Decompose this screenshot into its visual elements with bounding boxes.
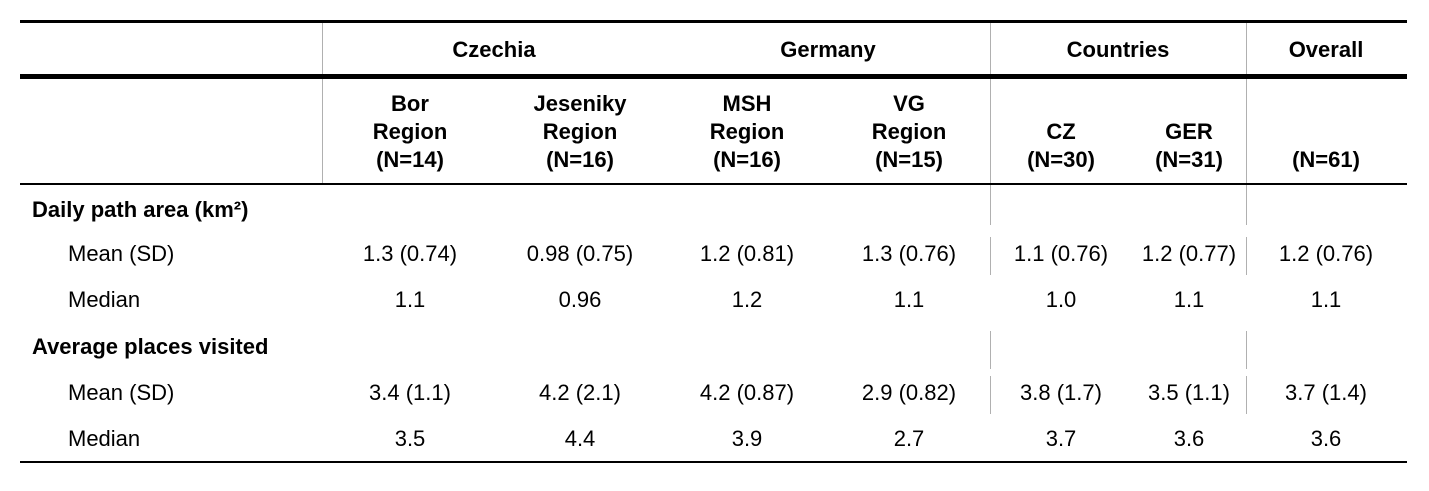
table-cell: 1.2 bbox=[731, 287, 763, 312]
column-header-line: Region bbox=[542, 119, 618, 144]
separator-countries bbox=[990, 331, 991, 369]
separator-overall bbox=[1246, 331, 1247, 369]
group-header-rule bbox=[20, 74, 1407, 79]
table-cell: 1.2 (0.77) bbox=[1141, 241, 1237, 266]
column-header-line: (N=30) bbox=[1027, 147, 1095, 172]
separator-stub-column bbox=[322, 79, 323, 183]
section-title-daily-path-area: Daily path area (km²) bbox=[32, 197, 249, 222]
column-header-line: (N=14) bbox=[376, 147, 444, 172]
column-header-line: CZ bbox=[1046, 119, 1076, 144]
column-header-msh: MSH Region (N=16) bbox=[710, 90, 785, 174]
table-cell: 1.0 bbox=[1045, 287, 1077, 312]
table-cell: 4.2 (2.1) bbox=[539, 380, 621, 405]
column-header-bor: Bor Region (N=14) bbox=[373, 90, 448, 174]
column-header-line: Jeseniky bbox=[533, 91, 627, 116]
table-cell: 1.3 (0.76) bbox=[861, 241, 957, 266]
table-cell: 1.1 bbox=[394, 287, 426, 312]
column-header-line: MSH bbox=[722, 91, 772, 116]
table-cell: 3.5 (1.1) bbox=[1148, 380, 1230, 405]
column-header-overall: (N=61) bbox=[1292, 146, 1360, 174]
column-header-line: Region bbox=[372, 119, 448, 144]
column-header-line: (N=16) bbox=[713, 147, 781, 172]
column-header-line: Bor bbox=[391, 91, 429, 116]
table-cell: 1.2 (0.81) bbox=[699, 241, 795, 266]
table-cell: 3.8 (1.7) bbox=[1020, 380, 1102, 405]
separator-countries bbox=[990, 376, 991, 414]
group-header-czechia: Czechia bbox=[452, 37, 536, 62]
separator-overall bbox=[1246, 376, 1247, 414]
separator-countries bbox=[990, 23, 991, 74]
table-cell: 1.1 (0.76) bbox=[1013, 241, 1109, 266]
separator-overall bbox=[1246, 79, 1247, 183]
table-cell: 3.7 bbox=[1045, 426, 1077, 451]
table-cell: 1.1 bbox=[1173, 287, 1205, 312]
table-cell: 3.6 bbox=[1173, 426, 1205, 451]
table-cell: 4.4 bbox=[564, 426, 596, 451]
column-header-line: Region bbox=[709, 119, 785, 144]
table-cell: 4.2 (0.87) bbox=[699, 380, 795, 405]
separator-stub-column bbox=[322, 23, 323, 74]
table-cell: 2.9 (0.82) bbox=[861, 380, 957, 405]
column-header-cz: CZ (N=30) bbox=[1027, 118, 1095, 174]
separator-countries bbox=[990, 79, 991, 183]
table-cell: 3.4 (1.1) bbox=[369, 380, 451, 405]
separator-countries bbox=[990, 237, 991, 275]
table-cell: 1.2 (0.76) bbox=[1278, 241, 1374, 266]
row-label: Median bbox=[68, 287, 141, 312]
table-cell: 1.1 bbox=[893, 287, 925, 312]
group-header-overall: Overall bbox=[1288, 37, 1364, 62]
table-cell: 3.6 bbox=[1310, 426, 1342, 451]
column-header-rule bbox=[20, 183, 1407, 185]
table-cell: 0.96 bbox=[558, 287, 602, 312]
separator-overall bbox=[1246, 23, 1247, 74]
column-header-ger: GER (N=31) bbox=[1155, 118, 1223, 174]
table-cell: 3.5 bbox=[394, 426, 426, 451]
column-header-line: (N=15) bbox=[875, 147, 943, 172]
table-cell: 2.7 bbox=[893, 426, 925, 451]
column-header-vg: VG Region (N=15) bbox=[872, 90, 947, 174]
row-label: Mean (SD) bbox=[68, 380, 175, 405]
table-cell: 1.3 (0.74) bbox=[362, 241, 458, 266]
separator-countries bbox=[990, 185, 991, 225]
table-cell: 3.9 bbox=[731, 426, 763, 451]
group-header-germany: Germany bbox=[780, 37, 876, 62]
column-header-line: (N=16) bbox=[546, 147, 614, 172]
section-title-average-places-visited: Average places visited bbox=[32, 334, 269, 359]
column-header-line: VG bbox=[893, 91, 925, 116]
table-cell: 0.98 (0.75) bbox=[526, 241, 634, 266]
separator-overall bbox=[1246, 237, 1247, 275]
table-top-rule bbox=[20, 20, 1407, 23]
table-cell: 1.1 bbox=[1310, 287, 1342, 312]
table-cell: 3.7 (1.4) bbox=[1285, 380, 1367, 405]
column-header-jeseniky: Jeseniky Region (N=16) bbox=[534, 90, 627, 174]
separator-overall bbox=[1246, 185, 1247, 225]
group-header-countries: Countries bbox=[1066, 37, 1170, 62]
table-bottom-rule bbox=[20, 461, 1407, 463]
column-header-line: (N=61) bbox=[1292, 147, 1360, 172]
column-header-line: (N=31) bbox=[1155, 147, 1223, 172]
row-label: Median bbox=[68, 426, 141, 451]
column-header-line: Region bbox=[871, 119, 947, 144]
column-header-line: GER bbox=[1165, 119, 1213, 144]
row-label: Mean (SD) bbox=[68, 241, 175, 266]
